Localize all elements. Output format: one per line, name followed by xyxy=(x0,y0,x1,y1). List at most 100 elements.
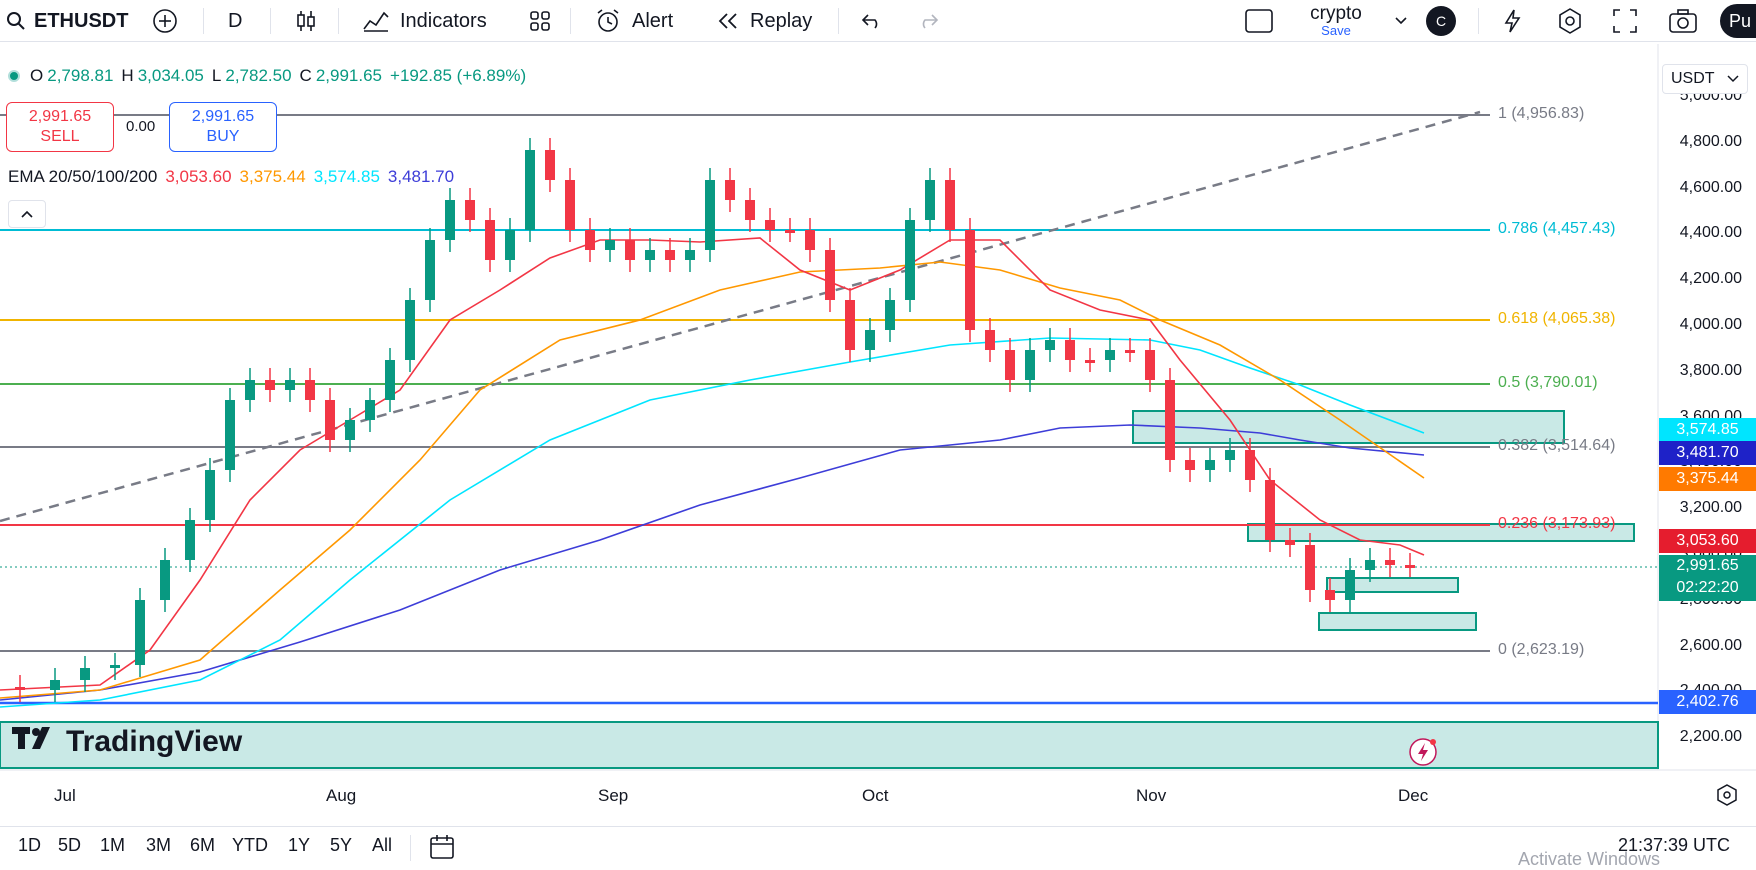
candle-down xyxy=(485,220,495,260)
layout-checkbox[interactable] xyxy=(1244,0,1274,42)
price-tick: 4,400.00 xyxy=(1679,224,1742,242)
tradingview-logo: TradingView xyxy=(12,722,242,762)
range-button-3m[interactable]: 3M xyxy=(146,835,172,855)
account-avatar[interactable]: C xyxy=(1426,0,1456,42)
month-label: Oct xyxy=(862,786,889,805)
range-button-6m[interactable]: 6M xyxy=(190,835,216,855)
range-button-1d[interactable]: 1D xyxy=(18,835,42,855)
candle-down xyxy=(665,250,675,260)
ema50-price-label: 3,375.44 xyxy=(1659,467,1756,491)
candle-down xyxy=(1145,350,1155,380)
range-button-1m[interactable]: 1M xyxy=(100,835,126,855)
candle-down xyxy=(585,230,595,250)
layout-name-button[interactable]: crypto Save xyxy=(1304,0,1368,42)
candle-down xyxy=(305,380,315,400)
symbol-search[interactable]: ETHUSDT xyxy=(6,0,128,42)
profile-button[interactable]: Pu xyxy=(1720,0,1756,42)
range-button-5d[interactable]: 5D xyxy=(58,835,82,855)
replay-button[interactable]: Replay xyxy=(716,0,812,42)
candle-up xyxy=(285,380,295,390)
templates-button[interactable] xyxy=(528,0,552,42)
layout-menu-button[interactable] xyxy=(1394,0,1408,42)
indicators-label: Indicators xyxy=(400,9,487,32)
ema20-value: 3,053.60 xyxy=(165,167,232,186)
chevron-up-icon xyxy=(21,205,33,223)
compare-button[interactable] xyxy=(152,0,178,42)
month-label: Aug xyxy=(326,786,357,805)
ema-legend[interactable]: EMA 20/50/100/200 3,053.60 3,375.44 3,57… xyxy=(8,167,454,187)
redo-icon xyxy=(916,11,940,31)
ema-100-line xyxy=(0,337,1425,708)
close-key: C xyxy=(299,66,312,85)
settings-button[interactable] xyxy=(1556,0,1584,42)
goto-date-button[interactable] xyxy=(428,833,456,866)
tradingview-logo-text: TradingView xyxy=(66,725,243,758)
redo-button[interactable] xyxy=(916,0,940,42)
demand-zone-bottom xyxy=(0,721,1659,769)
candle-down xyxy=(945,180,955,230)
price-tick: 2,200.00 xyxy=(1679,728,1742,746)
candle-down xyxy=(745,200,755,220)
chart-type-button[interactable] xyxy=(294,0,318,42)
candle-up xyxy=(865,330,875,350)
indicators-button[interactable]: Indicators xyxy=(362,0,487,42)
ema100-value: 3,574.85 xyxy=(313,167,380,186)
candle-up xyxy=(445,200,455,240)
axis-settings-button[interactable] xyxy=(1716,784,1738,811)
news-button[interactable] xyxy=(1408,737,1438,772)
camera-icon xyxy=(1668,8,1698,34)
alarm-clock-icon xyxy=(594,7,622,35)
layout-save-label: Save xyxy=(1321,23,1351,38)
ema200-price-label: 3,481.70 xyxy=(1659,441,1756,465)
candle-down xyxy=(725,180,735,200)
ema100-price-label: 3,574.85 xyxy=(1659,418,1756,442)
candle-down xyxy=(465,200,475,220)
undo-button[interactable] xyxy=(860,0,884,42)
candle-up xyxy=(1045,340,1055,350)
candle-down xyxy=(1005,350,1015,380)
bottom-toolbar: 1D 5D 1M 3M 6M YTD 1Y 5Y All Activate Windows 21… xyxy=(0,826,1756,870)
candle-up xyxy=(925,180,935,220)
candle-up xyxy=(645,250,655,260)
sell-button[interactable]: 2,991.65 SELL xyxy=(6,102,114,152)
range-button-all[interactable]: All xyxy=(372,835,393,855)
buy-button[interactable]: 2,991.65 BUY xyxy=(169,102,277,152)
bar-countdown: 02:22:20 xyxy=(1676,579,1739,596)
range-button-ytd[interactable]: YTD xyxy=(232,835,268,855)
candle-up xyxy=(245,380,255,400)
candle-up xyxy=(705,180,715,250)
candle-up xyxy=(80,668,90,680)
supply-zone-upper xyxy=(1132,410,1565,444)
candles-icon xyxy=(294,9,318,33)
collapse-legend-button[interactable] xyxy=(8,200,46,228)
range-button-1y[interactable]: 1Y xyxy=(288,835,311,855)
candle-up xyxy=(425,240,435,300)
price-chart[interactable] xyxy=(0,0,1756,826)
trend-line xyxy=(0,110,1481,523)
price-tick: 4,800.00 xyxy=(1679,132,1742,150)
change-value: +192.85 (+6.89%) xyxy=(390,66,527,85)
close-value: 2,991.65 xyxy=(315,66,383,85)
fib-level-label: 0 (2,623.19) xyxy=(1498,641,1585,658)
fib-level-label: 0.382 (3,514.64) xyxy=(1498,437,1616,454)
sell-price: 2,991.65 xyxy=(28,108,92,125)
utc-clock[interactable]: 21:37:39 UTC xyxy=(1617,835,1730,855)
candle-down xyxy=(985,330,995,350)
fib-level-label: 1 (4,956.83) xyxy=(1498,105,1585,122)
alert-button[interactable]: Alert xyxy=(594,0,673,42)
candle-up xyxy=(135,600,145,665)
fullscreen-button[interactable] xyxy=(1612,0,1638,42)
candle-down xyxy=(765,220,775,230)
candle-up xyxy=(225,400,235,470)
ema-legend-title: EMA 20/50/100/200 xyxy=(8,167,158,186)
interval-button[interactable]: D xyxy=(228,9,243,32)
snapshot-button[interactable] xyxy=(1668,0,1698,42)
currency-select[interactable]: USDT xyxy=(1662,64,1748,94)
ohlc-legend: O 2,798.81 H 3,034.05 L 2,782.50 C 2,991.65 … xyxy=(8,66,530,86)
range-button-5y[interactable]: 5Y xyxy=(330,835,353,855)
quick-search-button[interactable] xyxy=(1498,0,1526,42)
separator xyxy=(1478,8,1479,34)
price-tick: 4,600.00 xyxy=(1679,178,1742,196)
candle-down xyxy=(825,250,835,300)
fib-level-label: 0.786 (4,457.43) xyxy=(1498,220,1616,237)
